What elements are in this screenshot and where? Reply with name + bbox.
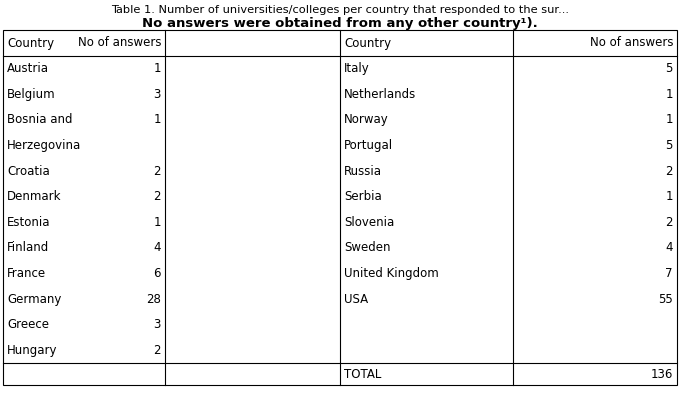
Text: 1: 1 <box>154 216 161 229</box>
Text: France: France <box>7 267 46 280</box>
Text: Portugal: Portugal <box>344 139 393 152</box>
Text: 7: 7 <box>666 267 673 280</box>
Text: 5: 5 <box>666 62 673 75</box>
Text: Austria: Austria <box>7 62 49 75</box>
Text: USA: USA <box>344 292 368 305</box>
Text: 1: 1 <box>154 114 161 127</box>
Text: 1: 1 <box>666 88 673 101</box>
Text: No of answers: No of answers <box>78 37 161 50</box>
Text: Greece: Greece <box>7 318 49 331</box>
Text: 4: 4 <box>666 241 673 254</box>
Text: Finland: Finland <box>7 241 49 254</box>
Text: 2: 2 <box>666 165 673 178</box>
Text: 5: 5 <box>666 139 673 152</box>
Text: Netherlands: Netherlands <box>344 88 416 101</box>
Text: Country: Country <box>7 37 54 50</box>
Text: Bosnia and: Bosnia and <box>7 114 73 127</box>
Text: 28: 28 <box>146 292 161 305</box>
Text: 6: 6 <box>154 267 161 280</box>
Text: TOTAL: TOTAL <box>344 367 381 380</box>
Text: 2: 2 <box>666 216 673 229</box>
Text: Slovenia: Slovenia <box>344 216 394 229</box>
Text: Norway: Norway <box>344 114 389 127</box>
Text: Serbia: Serbia <box>344 190 381 203</box>
Text: Estonia: Estonia <box>7 216 50 229</box>
Text: No answers were obtained from any other country¹).: No answers were obtained from any other … <box>142 17 538 30</box>
Text: 2: 2 <box>154 165 161 178</box>
Text: 3: 3 <box>154 318 161 331</box>
Text: 3: 3 <box>154 88 161 101</box>
Text: 2: 2 <box>154 344 161 357</box>
Text: United Kingdom: United Kingdom <box>344 267 439 280</box>
Text: Denmark: Denmark <box>7 190 61 203</box>
Text: Herzegovina: Herzegovina <box>7 139 81 152</box>
Text: Hungary: Hungary <box>7 344 58 357</box>
Text: 55: 55 <box>658 292 673 305</box>
Text: Belgium: Belgium <box>7 88 56 101</box>
Text: 2: 2 <box>154 190 161 203</box>
Text: 1: 1 <box>666 190 673 203</box>
Text: 4: 4 <box>154 241 161 254</box>
Text: Table 1. Number of universities/colleges per country that responded to the sur..: Table 1. Number of universities/colleges… <box>111 5 569 15</box>
Text: Croatia: Croatia <box>7 165 50 178</box>
Text: Russia: Russia <box>344 165 382 178</box>
Text: Germany: Germany <box>7 292 61 305</box>
Text: No of answers: No of answers <box>590 37 673 50</box>
Text: Italy: Italy <box>344 62 370 75</box>
Text: 1: 1 <box>666 114 673 127</box>
Text: 136: 136 <box>651 367 673 380</box>
Text: 1: 1 <box>154 62 161 75</box>
Text: Sweden: Sweden <box>344 241 390 254</box>
Text: Country: Country <box>344 37 391 50</box>
